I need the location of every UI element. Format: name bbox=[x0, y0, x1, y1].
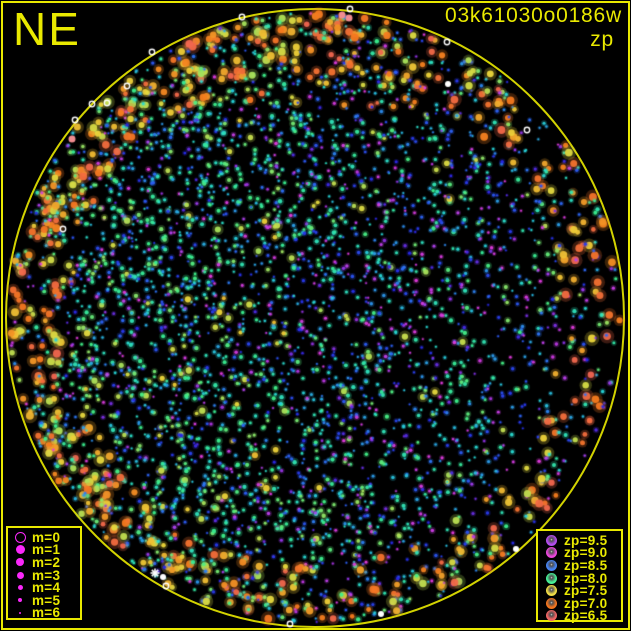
legend-item: m=2 bbox=[8, 554, 80, 570]
plot-subtitle: zp bbox=[590, 28, 614, 51]
plot-header: 03k61030o0186w zp bbox=[445, 4, 622, 52]
magnitude-marker-m3 bbox=[8, 571, 32, 579]
legend-item: zp=9.5 bbox=[538, 532, 621, 548]
legend-item-label: zp=9.5 bbox=[564, 532, 608, 548]
legend-item-label: zp=8.0 bbox=[564, 570, 608, 586]
legend-item-label: zp=9.0 bbox=[564, 545, 608, 561]
legend-item-label: zp=7.0 bbox=[564, 595, 608, 611]
zp-color-swatch-9.5 bbox=[538, 534, 564, 546]
legend-item-label: m=6 bbox=[32, 605, 61, 621]
field-direction-label: NE bbox=[13, 3, 81, 55]
magnitude-marker-m1 bbox=[8, 545, 32, 555]
legend-item: zp=6.5 bbox=[538, 608, 621, 624]
magnitude-marker-m6 bbox=[8, 611, 32, 615]
magnitude-marker-m4 bbox=[8, 585, 32, 591]
legend-item: m=3 bbox=[8, 567, 80, 583]
zp-color-swatch-7.5 bbox=[538, 585, 564, 597]
magnitude-marker-m5 bbox=[8, 598, 32, 603]
zp-color-swatch-9.0 bbox=[538, 547, 564, 559]
legend-item: m=4 bbox=[8, 580, 80, 596]
legend-item-label: m=0 bbox=[32, 529, 61, 545]
magnitude-marker-m2 bbox=[8, 558, 32, 567]
legend-item-label: zp=8.5 bbox=[564, 557, 608, 573]
legend-item-label: m=4 bbox=[32, 580, 61, 596]
legend-item: zp=8.5 bbox=[538, 557, 621, 573]
legend-item: m=5 bbox=[8, 592, 80, 608]
zp-color-swatch-7.0 bbox=[538, 597, 564, 609]
magnitude-marker-m0 bbox=[8, 531, 32, 543]
legend-zeropoint-box: zp=9.5 zp=9.0 zp=8.5 zp=8.0 zp=7.5 zp=7.… bbox=[536, 529, 623, 624]
legend-item: zp=7.0 bbox=[538, 595, 621, 611]
legend-item-label: m=2 bbox=[32, 554, 61, 570]
zp-color-swatch-6.5 bbox=[538, 610, 564, 622]
legend-magnitude-box: m=0 m=1 m=2 m=3 m=4 m=5 m=6 bbox=[6, 526, 82, 620]
zp-color-swatch-8.0 bbox=[538, 572, 564, 584]
plot-title: 03k61030o0186w bbox=[444, 4, 622, 27]
legend-item-label: m=5 bbox=[32, 592, 61, 608]
legend-item: m=6 bbox=[8, 605, 80, 621]
legend-item: m=1 bbox=[8, 542, 80, 558]
zp-color-swatch-8.5 bbox=[538, 559, 564, 571]
legend-item: zp=9.0 bbox=[538, 545, 621, 561]
legend-item-label: zp=6.5 bbox=[564, 608, 608, 624]
legend-item-label: zp=7.5 bbox=[564, 583, 608, 599]
legend-item: zp=7.5 bbox=[538, 583, 621, 599]
legend-item-label: m=3 bbox=[32, 567, 61, 583]
legend-item: zp=8.0 bbox=[538, 570, 621, 586]
legend-item: m=0 bbox=[8, 529, 80, 545]
legend-item-label: m=1 bbox=[32, 542, 61, 558]
